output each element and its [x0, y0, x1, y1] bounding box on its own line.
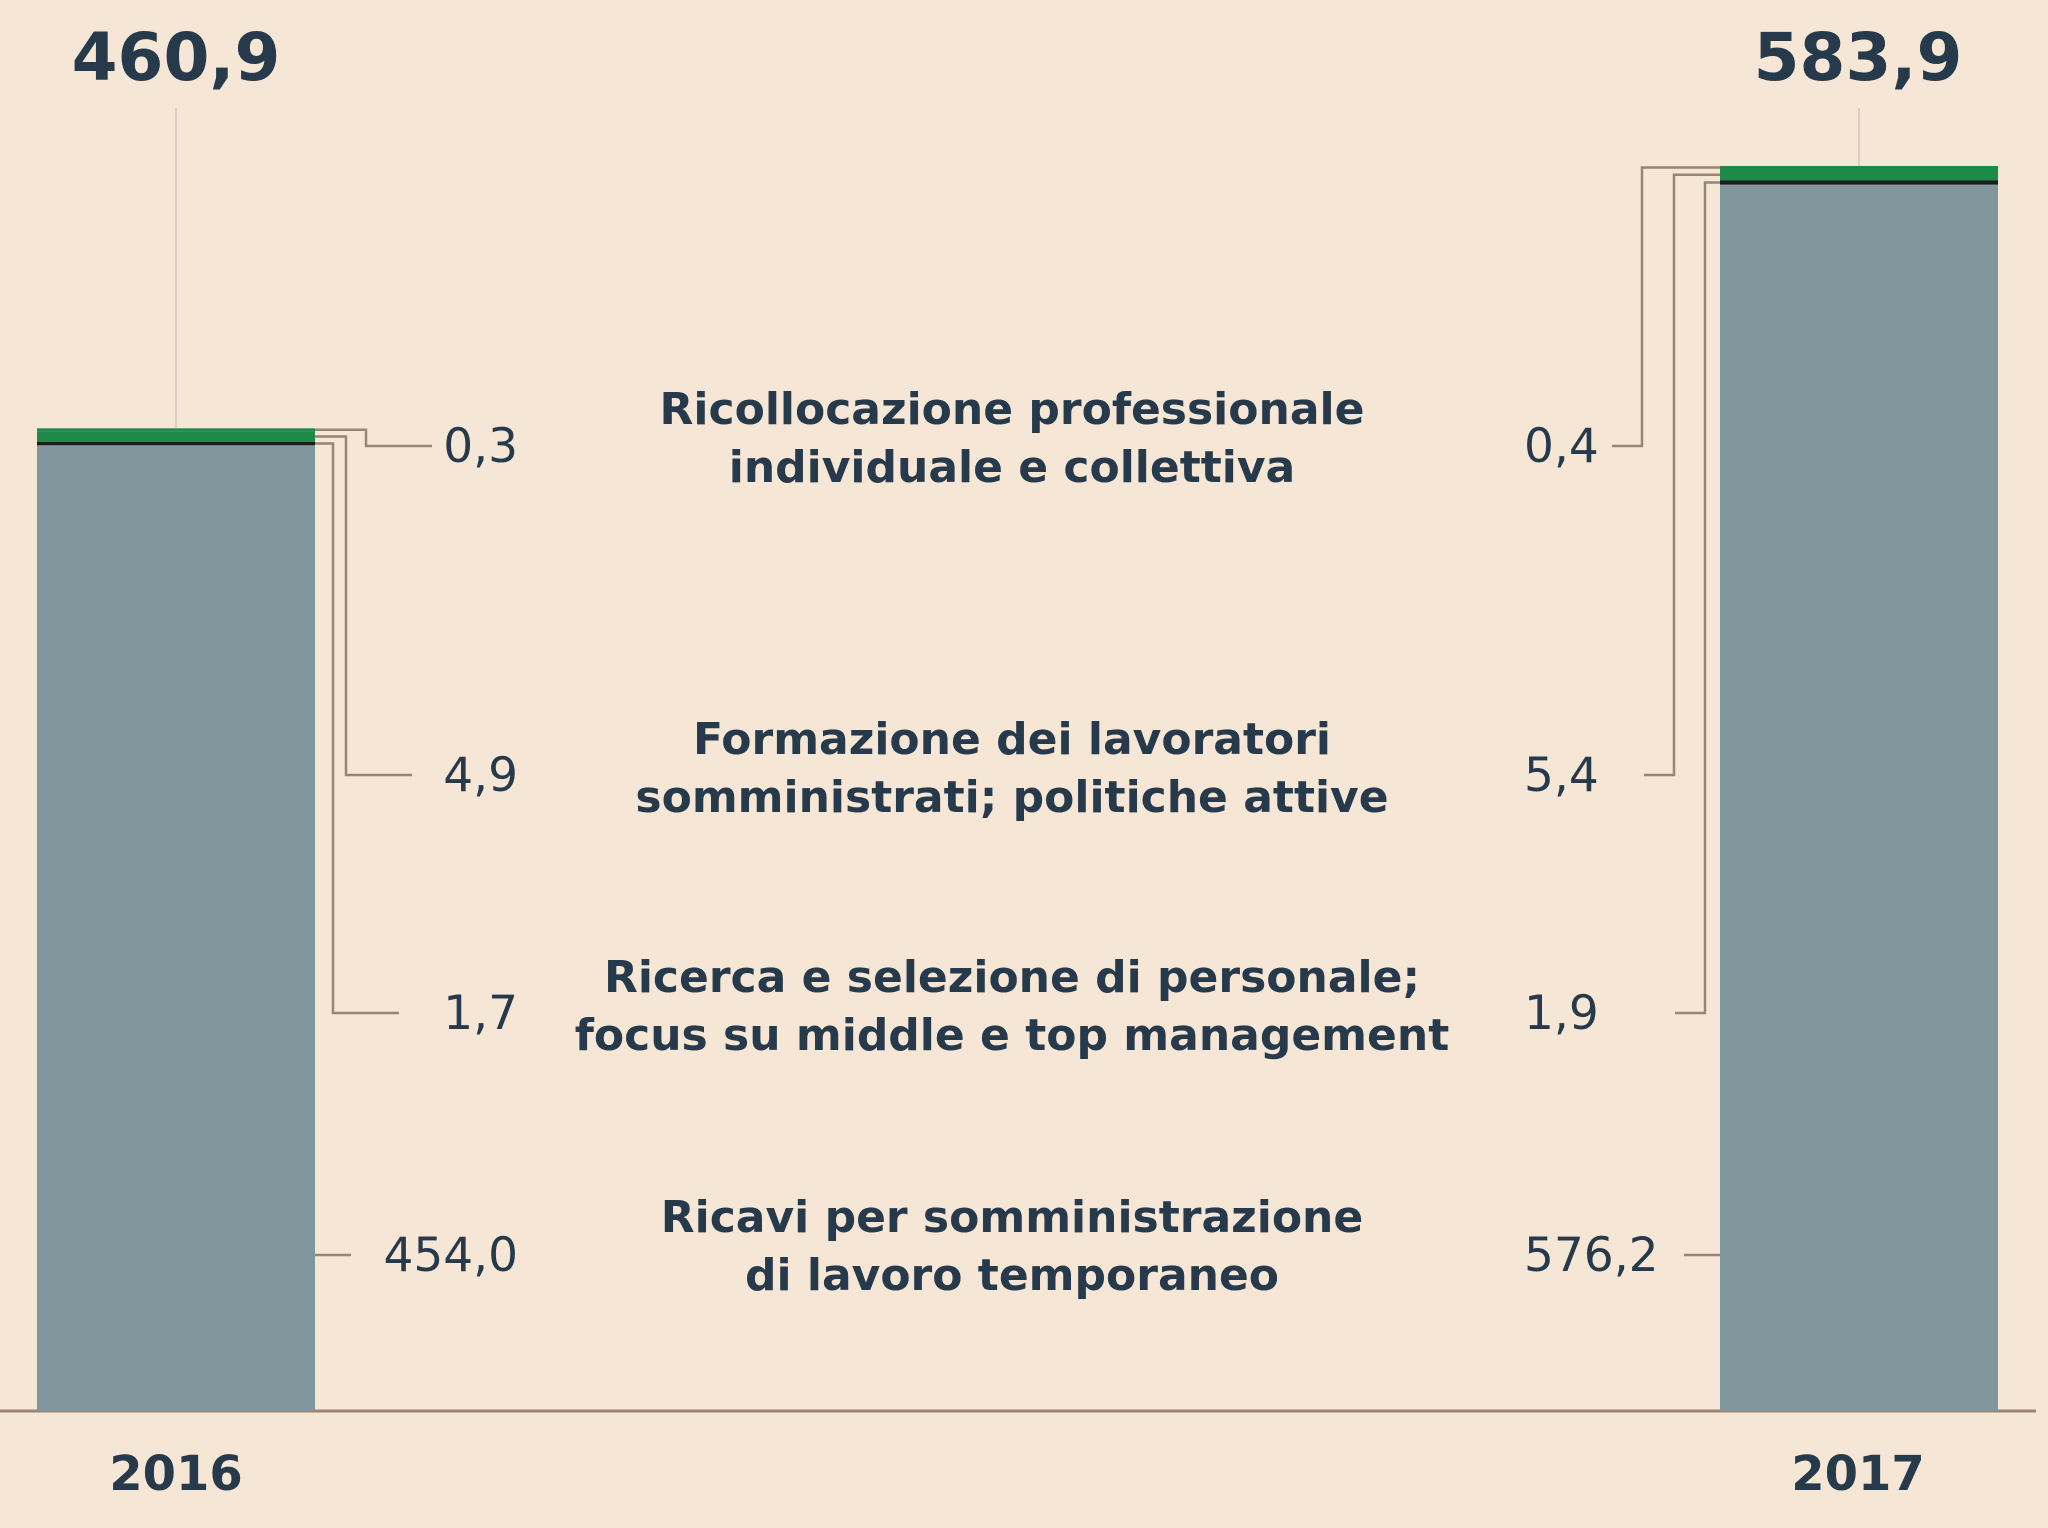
- value-label-2017-s2: 5,4: [1524, 748, 1599, 803]
- bar-segment-2017-s3: [1720, 166, 1998, 169]
- total-label-2016: 460,9: [72, 19, 281, 96]
- value-label-2016-s1: 1,7: [443, 986, 518, 1041]
- bar-segment-2017-s2: [1720, 169, 1998, 181]
- category-label-s1-line2: focus su middle e top management: [575, 1010, 1449, 1061]
- category-label-s0-line1: Ricavi per somministrazione: [661, 1192, 1363, 1243]
- value-label-2016-s0: 454,0: [383, 1228, 518, 1283]
- category-label-s3-line2: individuale e collettiva: [729, 442, 1296, 493]
- total-label-2017: 583,9: [1754, 19, 1963, 96]
- leader-line-2017-s1: [1675, 181, 1720, 1015]
- category-label-s3-line1: Ricollocazione professionale: [660, 384, 1365, 435]
- bar-segment-2017-s1: [1720, 180, 1998, 185]
- category-label-s1-line1: Ricerca e selezione di personale;: [604, 952, 1420, 1003]
- x-tick-label-2017: 2017: [1791, 1446, 1925, 1502]
- bar-segment-2016-s2: [37, 431, 315, 442]
- leader-line-2016-s3: [315, 428, 432, 448]
- value-label-2017-s0: 576,2: [1524, 1228, 1659, 1283]
- value-label-2016-s2: 4,9: [443, 748, 518, 803]
- bar-segment-2016-s1: [37, 441, 315, 446]
- leader-line-2017-s2: [1644, 173, 1720, 777]
- value-label-2017-s3: 0,4: [1524, 419, 1599, 474]
- value-label-2017-s1: 1,9: [1524, 986, 1599, 1041]
- category-label-s2-line2: somministrati; politiche attive: [635, 772, 1388, 823]
- leader-line-2016-s2: [315, 435, 412, 777]
- x-tick-label-2016: 2016: [109, 1446, 243, 1502]
- leader-line-2017-s3: [1612, 166, 1720, 448]
- bar-segment-2016-s3: [37, 428, 315, 432]
- leader-line-2016-s1: [315, 442, 399, 1015]
- category-label-s0-line2: di lavoro temporaneo: [745, 1250, 1279, 1301]
- bar-segment-2017-s0: [1720, 184, 1998, 1412]
- category-label-s2-line1: Formazione dei lavoratori: [693, 714, 1331, 765]
- value-label-2016-s3: 0,3: [443, 419, 518, 474]
- bar-segment-2016-s0: [37, 445, 315, 1411]
